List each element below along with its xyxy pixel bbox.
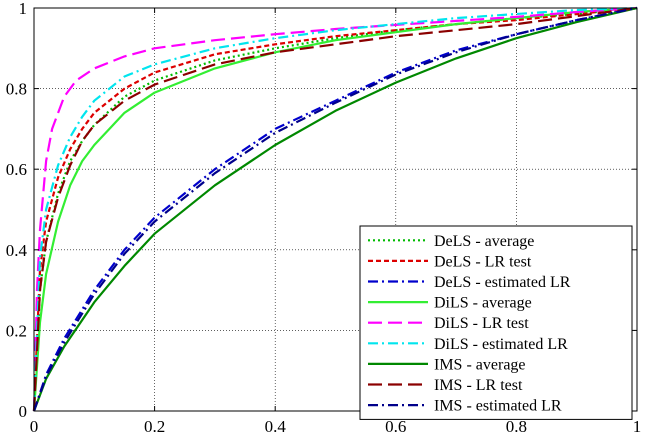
legend-box — [359, 225, 633, 420]
legend-label: DeLS - average — [434, 233, 534, 250]
plot-frame — [33, 7, 638, 412]
legend-label: IMS - LR test — [434, 377, 523, 394]
x-tick-label: 0 — [30, 417, 39, 436]
axis-ticks: 0 0.2 0.4 0.6 0.8 1 0 0.2 0.4 0.6 0.8 1 — [6, 0, 642, 436]
x-tick-label: 0.2 — [144, 417, 165, 436]
x-tick-label: 0.8 — [506, 417, 527, 436]
y-tick-label: 0.2 — [6, 321, 27, 340]
legend: DeLS - average DeLS - LR test DeLS - estim… — [359, 225, 633, 420]
y-tick-label: 0.8 — [6, 80, 27, 99]
x-tick-label: 0.4 — [265, 417, 287, 436]
legend-label: DeLS - estimated LR — [434, 274, 571, 291]
series-line — [32, 6, 638, 412]
legend-label: DiLS - average — [434, 295, 532, 312]
y-tick-label: 0 — [19, 402, 28, 421]
series-line — [32, 6, 638, 412]
y-tick-label: 1 — [19, 0, 28, 18]
legend-label: DiLS - estimated LR — [434, 336, 568, 353]
grid — [34, 8, 637, 411]
series-line — [32, 6, 638, 412]
series-line — [32, 6, 638, 412]
x-tick-label: 1 — [633, 417, 642, 436]
legend-label: DiLS - LR test — [434, 315, 529, 332]
legend-label: IMS - average — [434, 356, 526, 373]
y-tick-label: 0.4 — [6, 241, 28, 260]
legend-label: DeLS - LR test — [434, 253, 532, 270]
series-line — [32, 6, 638, 412]
legend-label: IMS - estimated LR — [434, 398, 562, 415]
series-lines — [32, 6, 638, 412]
series-line — [32, 6, 638, 412]
y-tick-label: 0.6 — [6, 160, 27, 179]
x-tick-label: 0.6 — [385, 417, 406, 436]
